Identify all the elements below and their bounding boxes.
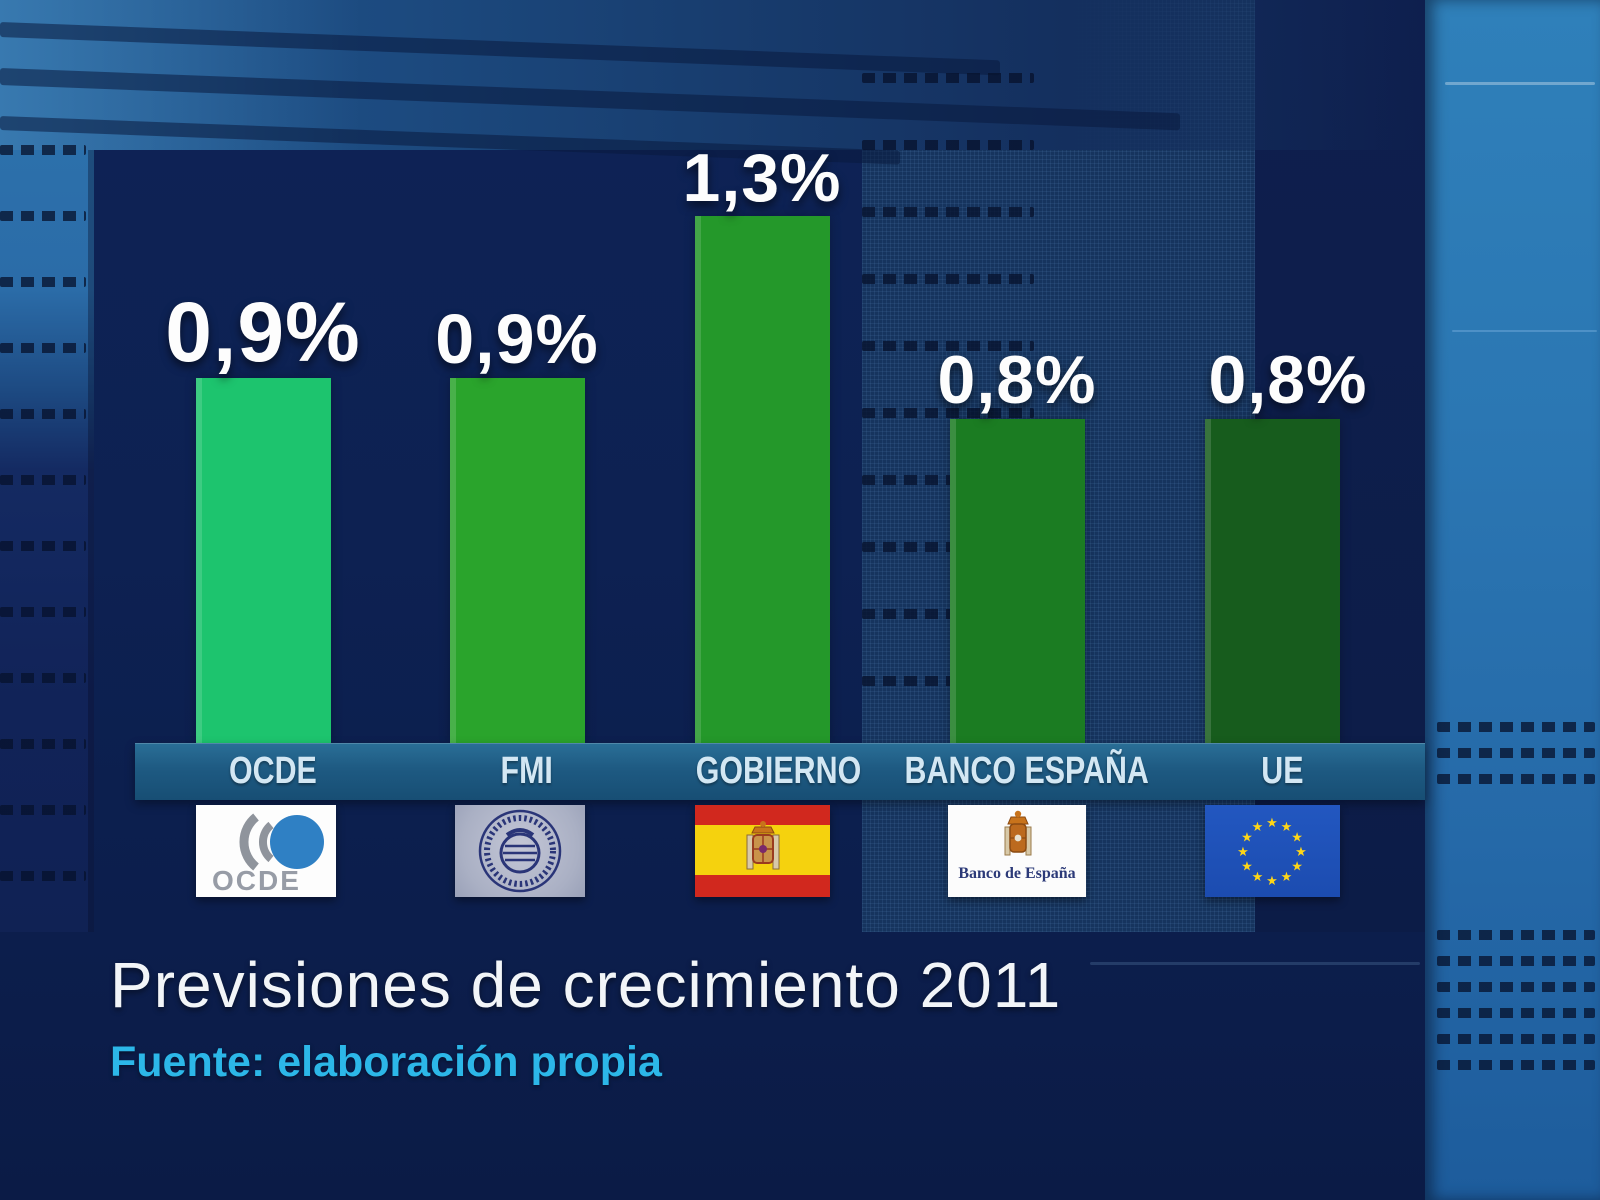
svg-text:★: ★	[1291, 830, 1303, 845]
svg-text:★: ★	[1241, 859, 1253, 874]
background-dash-row	[0, 673, 86, 683]
imf-seal-icon	[478, 809, 562, 893]
svg-text:★: ★	[1252, 869, 1264, 884]
background-dash-row	[862, 274, 1034, 284]
background-right-strip	[1425, 0, 1600, 1200]
banco-espana-caption: Banco de España	[958, 865, 1076, 882]
category-label-ue: UE	[1260, 750, 1304, 792]
ocde-logo: OCDE	[196, 805, 336, 897]
category-label-banco-espana: BANCO ESPAÑA	[904, 750, 1150, 792]
category-axis-band: OCDE FMI GOBIERNO BANCO ESPAÑA UE	[135, 743, 1425, 800]
bar-fmi	[450, 378, 585, 743]
background-dash-row	[1437, 1060, 1595, 1070]
background-dash-row	[1437, 722, 1595, 732]
bar-gobierno	[695, 216, 830, 743]
background-dash-row	[1437, 930, 1595, 940]
eu-flag: ★ ★ ★ ★ ★ ★ ★ ★ ★ ★ ★ ★	[1205, 805, 1340, 897]
background-dash-row	[0, 871, 86, 881]
spain-flag	[695, 805, 830, 897]
background-dash-row	[0, 277, 86, 287]
spain-coat-of-arms-icon	[746, 821, 780, 870]
background-dash-row	[862, 73, 1034, 83]
background-dash-row	[1437, 982, 1595, 992]
background-dash-row	[1437, 748, 1595, 758]
background-dash-row	[0, 475, 86, 485]
banco-espana-arms-icon	[1004, 810, 1032, 856]
value-label-banco-espana: 0,8%	[937, 342, 1097, 419]
svg-text:★: ★	[1237, 844, 1249, 859]
background-dash-row	[0, 211, 86, 221]
value-label-ocde: 0,9%	[165, 284, 361, 379]
background-dash-row	[862, 542, 1034, 552]
svg-text:★: ★	[1291, 859, 1303, 874]
svg-text:★: ★	[1266, 873, 1278, 888]
fmi-logo	[455, 805, 585, 897]
background-dash-row	[862, 609, 1034, 619]
ocde-caption: OCDE	[212, 865, 301, 896]
background-bottom-band	[0, 932, 1425, 1200]
category-label-ocde: OCDE	[229, 750, 317, 792]
background-dash-row	[0, 409, 86, 419]
svg-text:★: ★	[1281, 869, 1293, 884]
background-dash-row	[862, 676, 1034, 686]
source-line: Fuente: elaboración propia	[110, 1038, 662, 1086]
chart-title: Previsiones de crecimiento 2011	[110, 949, 1062, 1021]
value-label-ue: 0,8%	[1208, 342, 1368, 419]
background-dash-row	[862, 207, 1034, 217]
ocde-icon: OCDE	[212, 813, 324, 896]
category-label-gobierno: GOBIERNO	[695, 750, 861, 792]
bar-ue	[1205, 419, 1340, 743]
background-dash-row	[0, 343, 86, 353]
background-dash-row	[862, 408, 1034, 418]
background-dash-row	[1437, 1034, 1595, 1044]
background-dash-row	[0, 541, 86, 551]
background-dash-row	[1437, 956, 1595, 966]
background-dash-row	[862, 475, 1034, 485]
background-glint	[1445, 82, 1595, 85]
background-dash-row	[862, 341, 1034, 351]
eu-stars-icon: ★ ★★ ★★★ ★★★ ★★★	[1237, 815, 1307, 888]
value-label-fmi: 0,9%	[435, 300, 599, 378]
svg-text:★: ★	[1241, 830, 1253, 845]
background-dash-row	[1437, 1008, 1595, 1018]
background-dash-row	[862, 140, 1034, 150]
bar-ocde	[196, 378, 331, 743]
background-dash-row	[0, 607, 86, 617]
bar-banco-espana	[950, 419, 1085, 743]
svg-text:★: ★	[1281, 819, 1293, 834]
background-glint	[1090, 962, 1420, 965]
background-dash-row	[1437, 774, 1595, 784]
background-glint	[1452, 330, 1597, 332]
banco-espana-logo: Banco de España	[948, 805, 1086, 897]
background-dash-row	[0, 145, 86, 155]
category-label-fmi: FMI	[500, 750, 554, 792]
svg-text:★: ★	[1252, 819, 1264, 834]
svg-text:★: ★	[1266, 815, 1278, 830]
svg-text:★: ★	[1295, 844, 1307, 859]
background-dash-row	[0, 739, 86, 749]
background-dash-row	[0, 805, 86, 815]
value-label-gobierno: 1,3%	[682, 139, 842, 216]
